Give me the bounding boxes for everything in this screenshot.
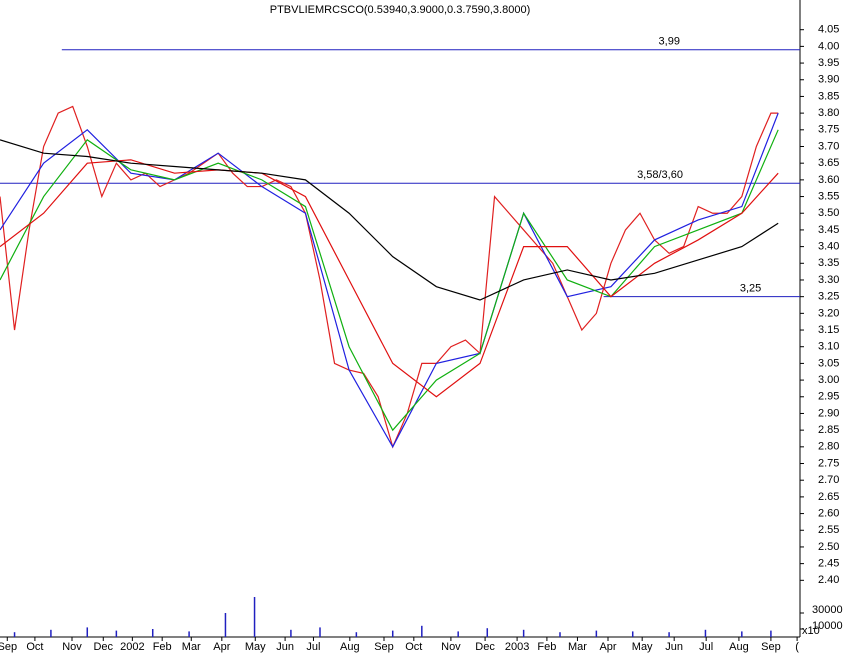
- x-tick-label: May: [245, 641, 266, 653]
- x-tick-label: (: [795, 641, 799, 653]
- y-tick-label: 2.55: [818, 524, 839, 536]
- x-tick-label: Aug: [340, 641, 360, 653]
- y-tick-label: 2.45: [818, 558, 839, 570]
- x-tick-label: Mar: [182, 641, 201, 653]
- y-tick-label: 2.60: [818, 507, 839, 519]
- x-tick-label: Apr: [213, 641, 230, 653]
- volume-unit: x10: [802, 625, 820, 637]
- level-label: 3,25: [740, 283, 761, 295]
- volume-tick-label: 10000: [812, 620, 843, 632]
- y-tick-label: 3.90: [818, 74, 839, 86]
- y-tick-label: 3.65: [818, 157, 839, 169]
- x-tick-label: 2003: [505, 641, 529, 653]
- level-label: 3,99: [659, 36, 680, 48]
- x-tick-label: Sep: [761, 641, 781, 653]
- x-tick-label: Nov: [62, 641, 82, 653]
- y-tick-label: 2.50: [818, 541, 839, 553]
- x-tick-label: Dec: [93, 641, 113, 653]
- x-tick-label: Jul: [699, 641, 713, 653]
- y-tick-label: 2.40: [818, 574, 839, 586]
- y-tick-label: 2.85: [818, 424, 839, 436]
- y-tick-label: 2.80: [818, 441, 839, 453]
- x-tick-label: Jun: [665, 641, 683, 653]
- y-tick-label: 3.05: [818, 357, 839, 369]
- series-line: [0, 159, 779, 398]
- chart-title: PTBVLIEMRCSCO(0.53940,3.9000,0.3.7590,3.…: [270, 4, 531, 16]
- y-tick-label: 3.80: [818, 107, 839, 119]
- x-tick-label: Aug: [729, 641, 749, 653]
- volume-tick-label: 30000: [812, 604, 843, 616]
- x-tick-label: Jul: [306, 641, 320, 653]
- series-line: [0, 112, 779, 449]
- x-tick-label: Sep: [0, 641, 17, 653]
- y-tick-label: 3.55: [818, 190, 839, 202]
- x-tick-label: Apr: [599, 641, 616, 653]
- x-tick-label: 2002: [120, 641, 144, 653]
- y-tick-label: 3.20: [818, 307, 839, 319]
- x-tick-label: Feb: [153, 641, 172, 653]
- y-tick-label: 2.75: [818, 457, 839, 469]
- x-tick-label: Jun: [276, 641, 294, 653]
- y-tick-label: 2.70: [818, 474, 839, 486]
- y-tick-label: 3.60: [818, 174, 839, 186]
- x-tick-label: Feb: [537, 641, 556, 653]
- level-label: 3,58/3,60: [637, 169, 683, 181]
- y-tick-label: 2.95: [818, 391, 839, 403]
- series-line: [0, 129, 779, 432]
- y-tick-label: 3.00: [818, 374, 839, 386]
- y-tick-label: 3.30: [818, 274, 839, 286]
- x-tick-label: Sep: [374, 641, 394, 653]
- y-tick-label: 4.05: [818, 24, 839, 36]
- y-tick-label: 3.95: [818, 57, 839, 69]
- y-tick-label: 3.35: [818, 257, 839, 269]
- y-tick-label: 3.25: [818, 291, 839, 303]
- y-tick-label: 3.40: [818, 241, 839, 253]
- x-tick-label: Dec: [475, 641, 495, 653]
- y-tick-label: 4.00: [818, 40, 839, 52]
- x-tick-label: May: [632, 641, 653, 653]
- y-tick-label: 3.50: [818, 207, 839, 219]
- y-tick-label: 3.75: [818, 124, 839, 136]
- y-tick-label: 2.65: [818, 491, 839, 503]
- y-tick-label: 3.85: [818, 90, 839, 102]
- x-tick-label: Nov: [441, 641, 461, 653]
- y-tick-label: 3.45: [818, 224, 839, 236]
- y-tick-label: 3.15: [818, 324, 839, 336]
- x-tick-label: Oct: [405, 641, 422, 653]
- y-tick-label: 3.10: [818, 341, 839, 353]
- x-tick-label: Oct: [26, 641, 43, 653]
- y-tick-label: 3.70: [818, 140, 839, 152]
- y-tick-label: 2.90: [818, 407, 839, 419]
- x-tick-label: Mar: [568, 641, 587, 653]
- series-line: [0, 139, 779, 301]
